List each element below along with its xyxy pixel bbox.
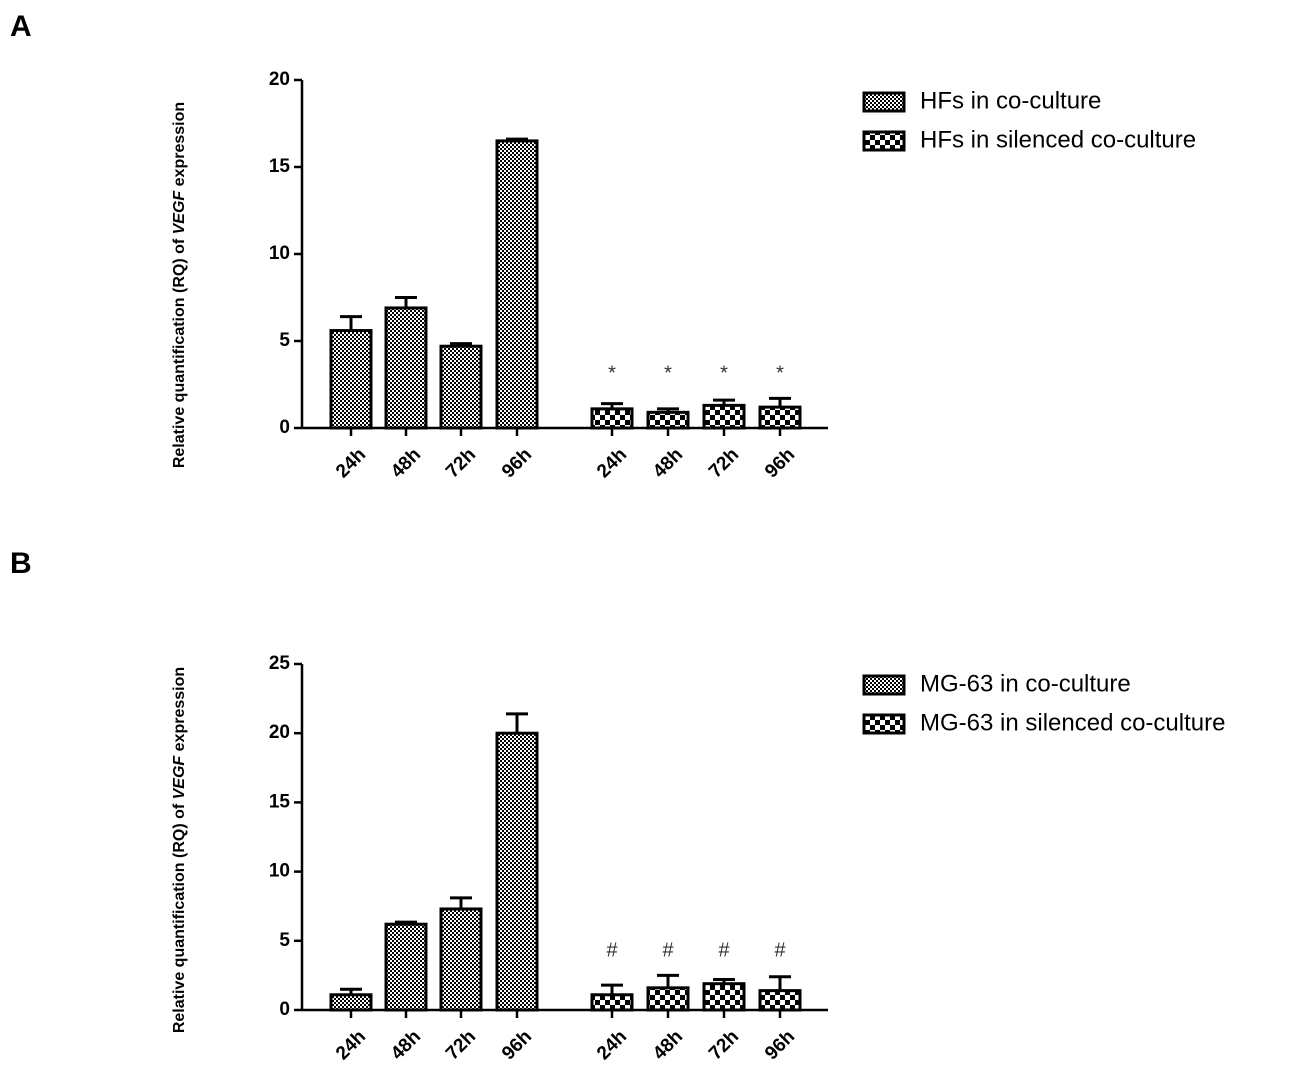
bar	[495, 139, 539, 430]
y-tick-label: 10	[269, 243, 290, 264]
bar	[590, 993, 634, 1012]
y-axis-label-part: expression	[171, 102, 188, 191]
bar	[329, 993, 373, 1012]
panel-label: A	[10, 10, 32, 43]
bar	[646, 986, 690, 1012]
legend-swatch	[862, 713, 906, 735]
x-tick-label: 96h	[498, 444, 536, 482]
bar	[384, 306, 428, 430]
y-tick-label: 5	[279, 930, 290, 951]
y-axis-label: Relative quantification (RQ) of VEGF exp…	[171, 667, 188, 1033]
y-tick-label: 25	[269, 653, 291, 674]
y-tick-label: 20	[269, 722, 290, 743]
legend-label: MG-63 in co-culture	[920, 670, 1131, 697]
y-axis-label-part: VEGF	[171, 190, 188, 235]
bar	[702, 982, 746, 1012]
bar	[329, 329, 373, 430]
bar	[439, 907, 483, 1012]
annotation: *	[664, 363, 672, 385]
y-axis-label-part: expression	[171, 667, 188, 756]
legend-label: HFs in co-culture	[920, 87, 1101, 114]
y-tick-label: 15	[269, 791, 291, 812]
annotation: *	[720, 363, 728, 385]
bar	[646, 410, 690, 430]
x-tick-label: 48h	[649, 1026, 687, 1064]
x-tick-label: 24h	[593, 444, 631, 482]
x-tick-label: 72h	[442, 444, 480, 482]
annotation: #	[662, 940, 674, 962]
legend-label: HFs in silenced co-culture	[920, 126, 1196, 153]
bar	[590, 407, 634, 430]
y-axis-label-part: Relative quantification (RQ) of	[171, 234, 188, 468]
annotation: #	[774, 940, 786, 962]
bar	[702, 403, 746, 430]
y-tick-label: 5	[279, 330, 290, 351]
x-tick-label: 72h	[705, 1026, 743, 1064]
legend-swatch	[862, 91, 906, 113]
x-tick-label: 48h	[649, 444, 687, 482]
annotation: #	[718, 940, 730, 962]
y-tick-label: 0	[279, 999, 290, 1020]
x-tick-label: 96h	[761, 1026, 799, 1064]
y-tick-label: 0	[279, 417, 290, 438]
legend-label: MG-63 in silenced co-culture	[920, 709, 1225, 736]
legend-swatch	[862, 674, 906, 696]
x-tick-label: 72h	[442, 1026, 480, 1064]
y-axis-label-part: Relative quantification (RQ) of	[171, 799, 188, 1033]
legend-swatch	[862, 130, 906, 152]
bar	[384, 922, 428, 1012]
y-tick-label: 20	[269, 69, 290, 90]
panel-label: B	[10, 547, 32, 580]
x-tick-label: 48h	[387, 444, 425, 482]
bar	[758, 405, 802, 430]
x-tick-label: 96h	[498, 1026, 536, 1064]
x-tick-label: 72h	[705, 444, 743, 482]
x-tick-label: 24h	[332, 1026, 370, 1064]
bar	[495, 731, 539, 1012]
bar	[758, 989, 802, 1012]
y-tick-label: 10	[269, 861, 290, 882]
y-axis-label: Relative quantification (RQ) of VEGF exp…	[171, 102, 188, 468]
x-tick-label: 24h	[593, 1026, 631, 1064]
annotation: *	[776, 363, 784, 385]
x-tick-label: 96h	[761, 444, 799, 482]
y-tick-label: 15	[269, 156, 291, 177]
annotation: #	[606, 940, 618, 962]
annotation: *	[608, 363, 616, 385]
y-axis-label-part: VEGF	[171, 755, 188, 800]
x-tick-label: 24h	[332, 444, 370, 482]
bar	[439, 344, 483, 430]
x-tick-label: 48h	[387, 1026, 425, 1064]
